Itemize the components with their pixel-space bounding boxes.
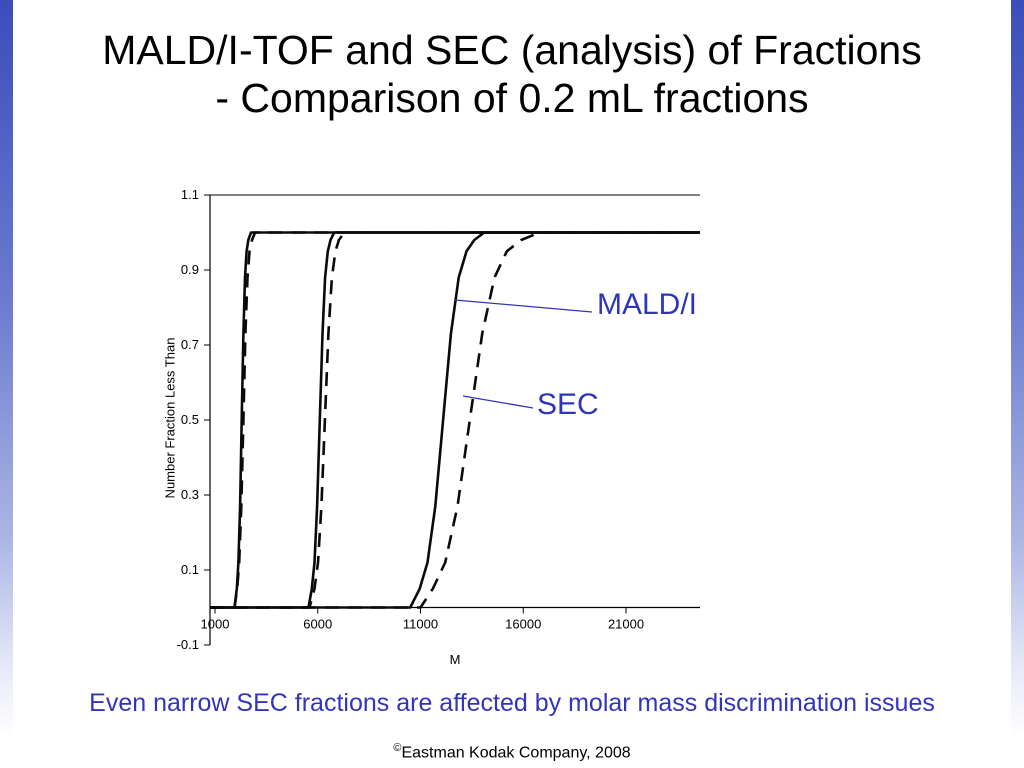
copyright-text: Eastman Kodak Company, 2008 (401, 744, 631, 762)
right-border-decoration (1011, 0, 1024, 768)
svg-text:21000: 21000 (608, 617, 644, 632)
y-axis-title: Number Fraction Less Than (162, 337, 178, 499)
svg-text:-0.1: -0.1 (177, 637, 199, 652)
svg-text:1.1: 1.1 (181, 187, 199, 202)
title-line-2: - Comparison of 0.2 mL fractions (215, 75, 809, 122)
svg-text:0.5: 0.5 (181, 412, 199, 427)
svg-text:0.9: 0.9 (181, 262, 199, 277)
svg-text:6000: 6000 (303, 617, 332, 632)
svg-text:0.7: 0.7 (181, 337, 199, 352)
left-border-decoration (0, 0, 13, 768)
copyright-line: ©Eastman Kodak Company, 2008 (0, 742, 1024, 762)
svg-text:0.3: 0.3 (181, 487, 199, 502)
svg-text:0.1: 0.1 (181, 562, 199, 577)
copyright-symbol: © (393, 742, 402, 754)
annotation-sec-label: SEC (537, 388, 599, 421)
svg-text:16000: 16000 (505, 617, 541, 632)
annotation-maldi-label: MALD/I (597, 288, 698, 321)
svg-text:11000: 11000 (403, 617, 438, 632)
x-axis-title: M (449, 652, 461, 667)
svg-text:1000: 1000 (201, 617, 230, 632)
title-line-1: MALD/I-TOF and SEC (analysis) of Fractio… (102, 27, 922, 73)
slide-title: MALD/I-TOF and SEC (analysis) of Fractio… (24, 26, 1000, 123)
slide-caption: Even narrow SEC fractions are affected b… (89, 689, 935, 717)
